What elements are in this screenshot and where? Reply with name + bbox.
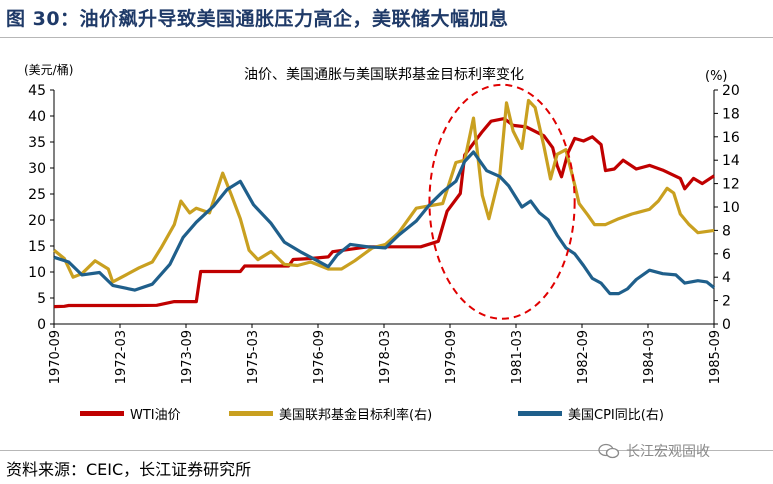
left-axis-tick-label: 25	[28, 187, 46, 203]
legend-cpi: 美国CPI同比(右)	[518, 404, 664, 423]
x-axis-tick-label: 1972-03	[114, 330, 129, 384]
right-axis-tick-label: 16	[722, 130, 740, 146]
figure-title: 图 30：油价飙升导致美国通胀压力高企，美联储大幅加息	[6, 8, 509, 30]
title-divider	[0, 37, 773, 38]
legend-label-ffr: 美国联邦基金目标利率(右)	[279, 408, 433, 423]
left-axis-tick-label: 45	[28, 83, 46, 99]
right-axis-tick-label: 20	[722, 83, 740, 99]
right-axis-tick-label: 0	[722, 317, 731, 333]
right-axis-tick-label: 4	[722, 270, 731, 286]
legend-swatch-cpi	[518, 411, 562, 416]
right-axis-tick-label: 14	[722, 153, 740, 169]
footer-divider	[0, 450, 773, 451]
legend-ffr: 美国联邦基金目标利率(右)	[229, 404, 432, 423]
legend-wti: WTI油价	[80, 404, 181, 423]
left-axis-tick-label: 30	[28, 161, 46, 177]
left-axis-unit: (美元/桶)	[24, 62, 73, 77]
source-note: 资料来源：CEIC，长江证券研究所	[6, 460, 252, 479]
watermark-text: 长江宏观固收	[626, 444, 710, 460]
series-line-cpi	[53, 150, 716, 296]
x-axis-tick-label: 1979-09	[444, 330, 459, 384]
wechat-icon	[598, 443, 620, 459]
x-axis-tick-label: 1973-09	[180, 330, 195, 384]
right-axis-unit: (%)	[705, 69, 728, 84]
left-axis-tick-label: 20	[28, 213, 46, 229]
right-axis-tick-label: 12	[722, 177, 740, 193]
x-axis-tick-label: 1976-09	[312, 330, 327, 384]
x-axis-tick-label: 1981-03	[510, 330, 525, 384]
right-axis-tick-label: 10	[722, 200, 740, 216]
left-axis-tick-label: 15	[28, 239, 46, 255]
legend-swatch-wti	[80, 411, 124, 416]
left-axis-tick-label: 5	[37, 291, 46, 307]
right-axis-tick-label: 2	[722, 294, 731, 310]
legend-label-cpi: 美国CPI同比(右)	[568, 408, 664, 423]
x-axis-tick-label: 1970-09	[48, 330, 63, 384]
chart-title: 油价、美国通胀与美国联邦基金目标利率变化	[244, 66, 524, 83]
x-axis-tick-label: 1982-09	[576, 330, 591, 384]
right-axis-tick-label: 18	[722, 106, 740, 122]
left-axis-tick-label: 40	[28, 109, 46, 125]
legend-swatch-ffr	[229, 411, 273, 416]
left-axis-tick-label: 0	[37, 317, 46, 333]
x-axis-tick-label: 1984-03	[642, 330, 657, 384]
left-axis-tick-label: 35	[28, 135, 46, 151]
series-line-ffr	[53, 98, 715, 284]
x-axis-tick-label: 1975-03	[246, 330, 261, 384]
legend-label-wti: WTI油价	[130, 408, 181, 423]
x-axis-tick-label: 1985-09	[708, 330, 723, 384]
highlight-ellipse	[428, 83, 576, 320]
series-line-wti	[54, 117, 715, 309]
right-axis-tick-label: 6	[722, 247, 731, 263]
line-chart: 油价、美国通胀与美国联邦基金目标利率变化(美元/桶) (%)05101520253…	[24, 62, 740, 384]
right-axis-tick-label: 8	[722, 223, 731, 239]
x-axis-tick-label: 1978-03	[378, 330, 393, 384]
left-axis-tick-label: 10	[28, 265, 46, 281]
watermark: 长江宏观固收	[598, 441, 710, 461]
